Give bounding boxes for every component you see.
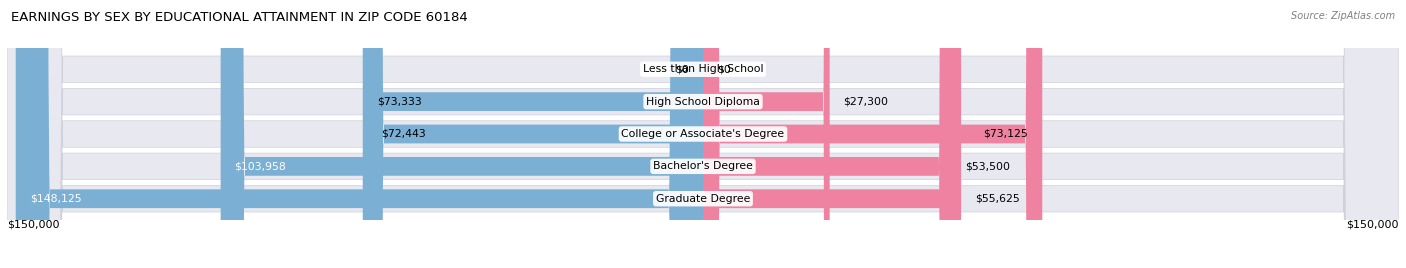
FancyBboxPatch shape: [703, 0, 1042, 268]
FancyBboxPatch shape: [703, 0, 952, 268]
Text: Bachelor's Degree: Bachelor's Degree: [652, 161, 754, 171]
Text: Less than High School: Less than High School: [643, 64, 763, 74]
FancyBboxPatch shape: [15, 0, 703, 268]
FancyBboxPatch shape: [221, 0, 703, 268]
Text: Source: ZipAtlas.com: Source: ZipAtlas.com: [1291, 11, 1395, 21]
FancyBboxPatch shape: [7, 0, 1399, 268]
Text: $0: $0: [717, 64, 731, 74]
Text: Graduate Degree: Graduate Degree: [655, 194, 751, 204]
Text: $150,000: $150,000: [7, 220, 59, 230]
FancyBboxPatch shape: [7, 0, 1399, 268]
Text: $150,000: $150,000: [1347, 220, 1399, 230]
Text: EARNINGS BY SEX BY EDUCATIONAL ATTAINMENT IN ZIP CODE 60184: EARNINGS BY SEX BY EDUCATIONAL ATTAINMEN…: [11, 11, 468, 24]
Text: $27,300: $27,300: [844, 97, 889, 107]
Text: $103,958: $103,958: [235, 161, 287, 171]
FancyBboxPatch shape: [367, 0, 703, 268]
Text: $53,500: $53,500: [965, 161, 1010, 171]
Text: College or Associate's Degree: College or Associate's Degree: [621, 129, 785, 139]
FancyBboxPatch shape: [363, 0, 703, 268]
Text: $0: $0: [675, 64, 689, 74]
Text: $148,125: $148,125: [30, 194, 82, 204]
Text: $73,333: $73,333: [377, 97, 422, 107]
Text: $73,125: $73,125: [984, 129, 1028, 139]
FancyBboxPatch shape: [7, 0, 1399, 268]
Text: $55,625: $55,625: [974, 194, 1019, 204]
FancyBboxPatch shape: [703, 0, 830, 268]
Text: High School Diploma: High School Diploma: [647, 97, 759, 107]
FancyBboxPatch shape: [703, 0, 962, 268]
Text: $72,443: $72,443: [381, 129, 426, 139]
FancyBboxPatch shape: [7, 0, 1399, 268]
FancyBboxPatch shape: [7, 0, 1399, 268]
